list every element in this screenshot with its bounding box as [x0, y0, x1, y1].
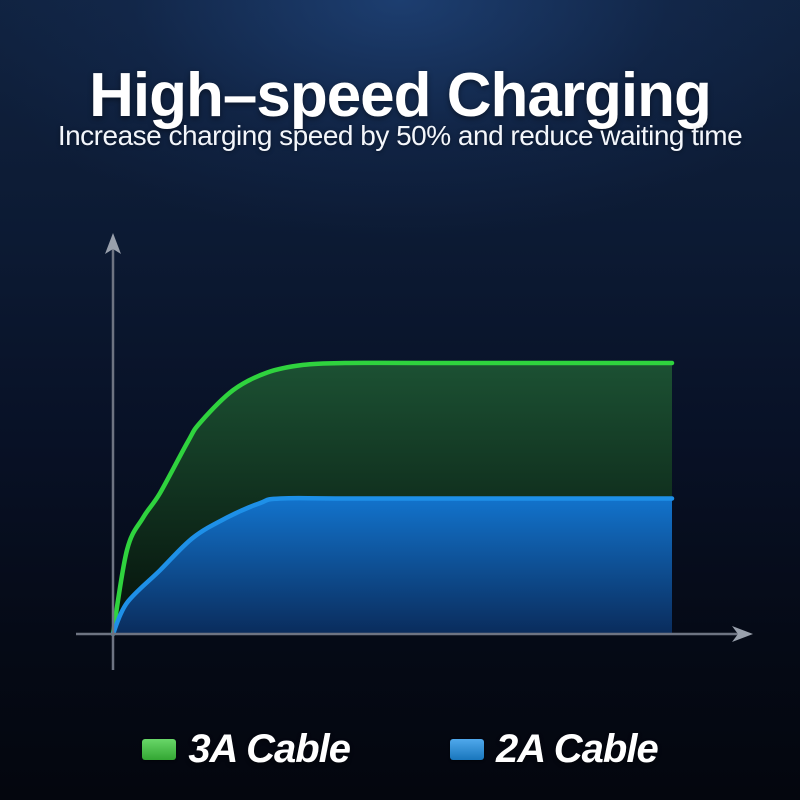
series-3a-cable-line — [110, 360, 675, 637]
page-subtitle: Increase charging speed by 50% and reduc… — [57, 120, 743, 151]
legend-item-2a-cable: 2A Cable — [450, 727, 659, 772]
page-title: High–speed Charging — [89, 60, 712, 130]
legend-label-3a: 3A Cable — [188, 727, 351, 771]
y-axis-arrowhead-icon — [105, 233, 121, 254]
legend-swatch-3a-icon — [142, 739, 177, 760]
legend-label-2a: 2A Cable — [496, 727, 659, 771]
chart-legend: 3A Cable 2A Cable — [0, 727, 800, 772]
series-2a-cable-area — [113, 498, 672, 634]
legend-item-3a-cable: 3A Cable — [142, 727, 351, 772]
legend-swatch-2a-icon — [450, 739, 484, 760]
x-axis-arrowhead-icon — [732, 626, 753, 642]
series-2a-cable-line — [110, 495, 675, 637]
